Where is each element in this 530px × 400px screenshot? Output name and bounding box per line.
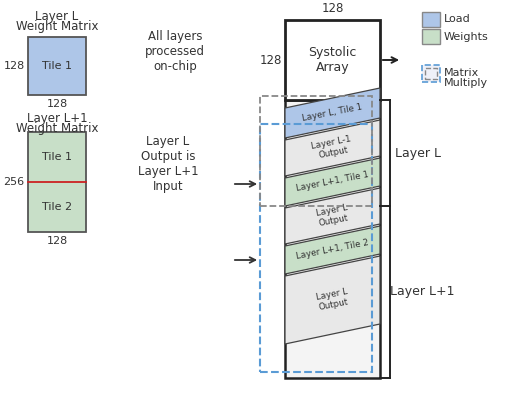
Text: Layer L, Tile 1: Layer L, Tile 1 xyxy=(302,103,364,123)
Text: 128: 128 xyxy=(47,236,68,246)
Text: Systolic
Array: Systolic Array xyxy=(308,46,357,74)
Text: Load: Load xyxy=(444,14,471,24)
Polygon shape xyxy=(285,256,380,344)
Text: Layer L
Output: Layer L Output xyxy=(315,204,350,228)
Text: 128: 128 xyxy=(321,2,343,16)
Text: Matrix: Matrix xyxy=(444,68,479,78)
Text: Layer L+1, Tile 2: Layer L+1, Tile 2 xyxy=(295,238,369,262)
Text: Weight Matrix: Weight Matrix xyxy=(16,20,98,33)
Text: Layer L+1: Layer L+1 xyxy=(26,112,87,125)
Bar xyxy=(285,100,380,378)
Bar xyxy=(260,124,372,372)
Text: Layer L: Layer L xyxy=(36,10,78,23)
Text: Weights: Weights xyxy=(444,32,489,42)
Text: All layers
processed
on-chip: All layers processed on-chip xyxy=(145,30,205,73)
Text: 128: 128 xyxy=(3,61,24,71)
Text: 256: 256 xyxy=(3,177,24,187)
Polygon shape xyxy=(285,158,380,206)
Bar xyxy=(422,29,440,44)
Bar xyxy=(260,96,372,206)
Text: Weight Matrix: Weight Matrix xyxy=(16,122,98,135)
Bar xyxy=(28,37,86,95)
Text: Layer L
Output is
Layer L+1
Input: Layer L Output is Layer L+1 Input xyxy=(138,135,198,193)
Bar xyxy=(422,12,440,27)
Polygon shape xyxy=(285,88,380,138)
Text: Tile 1: Tile 1 xyxy=(42,61,72,71)
Text: Layer L: Layer L xyxy=(395,146,441,160)
Text: Tile 1: Tile 1 xyxy=(42,152,72,162)
Bar xyxy=(422,65,440,82)
Text: Layer L
Output: Layer L Output xyxy=(315,288,350,312)
Polygon shape xyxy=(285,188,380,244)
Text: 128: 128 xyxy=(260,54,282,66)
Bar xyxy=(28,132,86,232)
Bar xyxy=(425,68,437,79)
Polygon shape xyxy=(285,120,380,176)
Text: Layer L-1
Output: Layer L-1 Output xyxy=(311,135,354,161)
Text: Tile 2: Tile 2 xyxy=(42,202,72,212)
Bar xyxy=(285,20,380,100)
Text: Multiply: Multiply xyxy=(444,78,488,88)
Text: 128: 128 xyxy=(47,99,68,109)
Text: Layer L+1, Tile 1: Layer L+1, Tile 1 xyxy=(295,170,369,194)
Text: Layer L+1: Layer L+1 xyxy=(390,286,454,298)
Polygon shape xyxy=(285,226,380,274)
